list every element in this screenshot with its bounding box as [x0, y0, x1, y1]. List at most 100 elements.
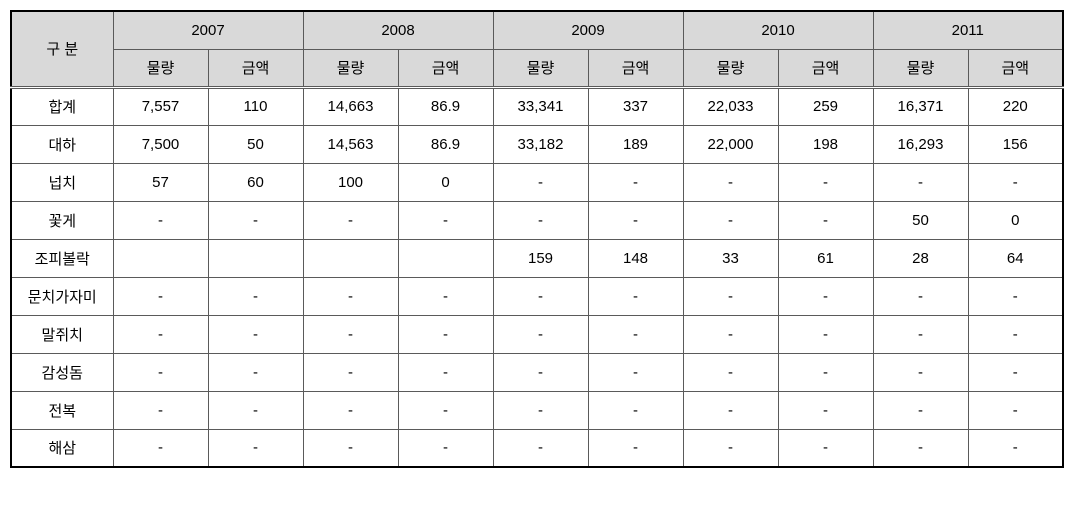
- data-cell: 16,293: [873, 125, 968, 163]
- data-cell: -: [398, 277, 493, 315]
- table-body: 합계7,55711014,66386.933,34133722,03325916…: [11, 87, 1063, 467]
- data-cell: -: [398, 429, 493, 467]
- data-cell: -: [588, 429, 683, 467]
- data-cell: -: [683, 163, 778, 201]
- table-row: 전복----------: [11, 391, 1063, 429]
- data-cell: 0: [968, 201, 1063, 239]
- data-cell: 7,500: [113, 125, 208, 163]
- year-header: 2008: [303, 11, 493, 49]
- year-header: 2009: [493, 11, 683, 49]
- data-cell: -: [683, 391, 778, 429]
- data-cell: 33,341: [493, 87, 588, 125]
- data-cell: -: [968, 353, 1063, 391]
- data-cell: 33,182: [493, 125, 588, 163]
- data-cell: -: [683, 277, 778, 315]
- category-header: 구 분: [11, 11, 113, 87]
- data-cell: 22,033: [683, 87, 778, 125]
- data-cell: -: [873, 429, 968, 467]
- subheader-amount: 금액: [588, 49, 683, 87]
- data-cell: -: [303, 353, 398, 391]
- data-cell: -: [303, 315, 398, 353]
- data-cell: -: [303, 277, 398, 315]
- data-cell: 60: [208, 163, 303, 201]
- data-cell: 33: [683, 239, 778, 277]
- data-cell: -: [588, 315, 683, 353]
- data-cell: 220: [968, 87, 1063, 125]
- data-cell: -: [398, 315, 493, 353]
- data-cell: -: [303, 201, 398, 239]
- data-cell: -: [208, 391, 303, 429]
- data-cell: 14,563: [303, 125, 398, 163]
- data-cell: -: [778, 353, 873, 391]
- data-cell: -: [778, 315, 873, 353]
- data-cell: -: [683, 429, 778, 467]
- data-cell: 64: [968, 239, 1063, 277]
- table-row: 넙치57601000------: [11, 163, 1063, 201]
- data-cell: -: [208, 353, 303, 391]
- table-row: 조피볼락15914833612864: [11, 239, 1063, 277]
- data-cell: -: [778, 163, 873, 201]
- data-cell: -: [873, 391, 968, 429]
- subheader-amount: 금액: [398, 49, 493, 87]
- data-cell: 159: [493, 239, 588, 277]
- subheader-amount: 금액: [968, 49, 1063, 87]
- year-header: 2011: [873, 11, 1063, 49]
- table-row: 감성돔----------: [11, 353, 1063, 391]
- data-cell: 156: [968, 125, 1063, 163]
- row-label: 대하: [11, 125, 113, 163]
- year-header: 2010: [683, 11, 873, 49]
- data-cell: -: [113, 277, 208, 315]
- data-cell: 198: [778, 125, 873, 163]
- data-cell: -: [588, 201, 683, 239]
- data-cell: -: [588, 163, 683, 201]
- data-cell: 189: [588, 125, 683, 163]
- data-cell: 110: [208, 87, 303, 125]
- data-cell: -: [113, 391, 208, 429]
- data-cell: -: [398, 391, 493, 429]
- data-cell: -: [778, 277, 873, 315]
- data-cell: 16,371: [873, 87, 968, 125]
- data-cell: -: [588, 277, 683, 315]
- table-row: 대하7,5005014,56386.933,18218922,00019816,…: [11, 125, 1063, 163]
- data-cell: -: [208, 315, 303, 353]
- data-cell: -: [208, 429, 303, 467]
- year-header: 2007: [113, 11, 303, 49]
- data-cell: [398, 239, 493, 277]
- data-cell: -: [873, 277, 968, 315]
- data-cell: 22,000: [683, 125, 778, 163]
- data-cell: -: [493, 429, 588, 467]
- data-cell: -: [303, 391, 398, 429]
- data-cell: -: [778, 391, 873, 429]
- row-label: 감성돔: [11, 353, 113, 391]
- row-label: 조피볼락: [11, 239, 113, 277]
- row-label: 넙치: [11, 163, 113, 201]
- data-cell: 337: [588, 87, 683, 125]
- data-cell: -: [493, 201, 588, 239]
- data-cell: -: [493, 391, 588, 429]
- data-cell: -: [683, 315, 778, 353]
- data-cell: 50: [208, 125, 303, 163]
- table-row: 문치가자미----------: [11, 277, 1063, 315]
- table-row: 꽃게--------500: [11, 201, 1063, 239]
- row-label: 문치가자미: [11, 277, 113, 315]
- data-cell: -: [778, 429, 873, 467]
- data-cell: -: [493, 163, 588, 201]
- data-cell: -: [968, 315, 1063, 353]
- data-cell: -: [493, 353, 588, 391]
- data-cell: -: [968, 277, 1063, 315]
- data-cell: -: [303, 429, 398, 467]
- data-cell: [303, 239, 398, 277]
- table-row: 합계7,55711014,66386.933,34133722,03325916…: [11, 87, 1063, 125]
- data-cell: 100: [303, 163, 398, 201]
- data-cell: -: [873, 163, 968, 201]
- row-label: 전복: [11, 391, 113, 429]
- data-cell: 148: [588, 239, 683, 277]
- data-cell: -: [683, 353, 778, 391]
- data-cell: -: [493, 277, 588, 315]
- data-cell: 28: [873, 239, 968, 277]
- data-cell: -: [208, 277, 303, 315]
- data-cell: -: [968, 429, 1063, 467]
- data-cell: 86.9: [398, 125, 493, 163]
- data-cell: [208, 239, 303, 277]
- data-cell: 0: [398, 163, 493, 201]
